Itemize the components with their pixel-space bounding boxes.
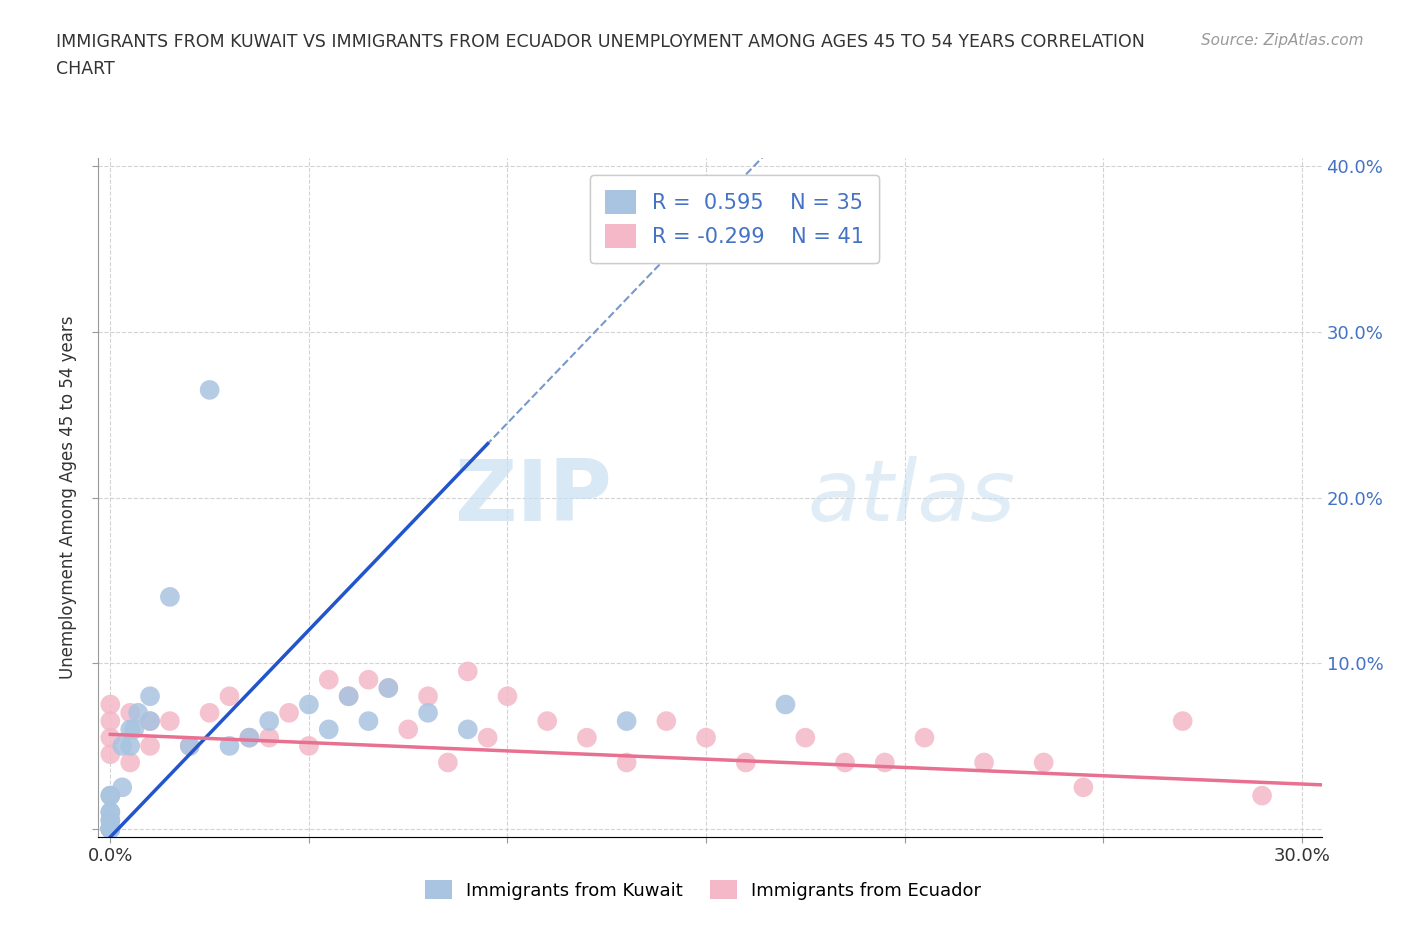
Point <box>257 730 280 745</box>
Point <box>120 705 142 720</box>
Point <box>120 755 142 770</box>
Point <box>437 755 460 770</box>
Point <box>198 705 221 720</box>
Point <box>179 738 201 753</box>
Point <box>98 821 121 836</box>
Point <box>98 788 121 803</box>
Point <box>98 821 121 836</box>
Point <box>1251 788 1274 803</box>
Point <box>98 821 121 836</box>
Point <box>1171 713 1194 728</box>
Point <box>357 713 380 728</box>
Point <box>127 705 149 720</box>
Point <box>98 730 121 745</box>
Point <box>218 689 240 704</box>
Point <box>120 722 142 737</box>
Y-axis label: Unemployment Among Ages 45 to 54 years: Unemployment Among Ages 45 to 54 years <box>59 316 77 679</box>
Point <box>122 722 145 737</box>
Point <box>111 738 134 753</box>
Point <box>218 738 240 753</box>
Point <box>98 821 121 836</box>
Point <box>496 689 519 704</box>
Point <box>139 713 162 728</box>
Point <box>298 698 321 712</box>
Point <box>139 713 162 728</box>
Point <box>734 755 756 770</box>
Point <box>377 681 399 696</box>
Point <box>377 681 399 696</box>
Point <box>98 698 121 712</box>
Point <box>1032 755 1054 770</box>
Point <box>616 713 638 728</box>
Point <box>457 722 479 737</box>
Point <box>536 713 558 728</box>
Point <box>794 730 817 745</box>
Point <box>337 689 360 704</box>
Text: CHART: CHART <box>56 60 115 78</box>
Point <box>198 382 221 397</box>
Point <box>416 705 439 720</box>
Point <box>159 590 181 604</box>
Point <box>655 713 678 728</box>
Point <box>575 730 598 745</box>
Point <box>159 713 181 728</box>
Point <box>238 730 260 745</box>
Point <box>98 713 121 728</box>
Point <box>318 722 340 737</box>
Point <box>477 730 499 745</box>
Point <box>139 689 162 704</box>
Point <box>120 738 142 753</box>
Point <box>278 705 301 720</box>
Point <box>298 738 321 753</box>
Text: ZIP: ZIP <box>454 456 612 539</box>
Point <box>396 722 419 737</box>
Point <box>616 755 638 770</box>
Text: atlas: atlas <box>808 456 1017 539</box>
Point <box>873 755 896 770</box>
Point <box>98 821 121 836</box>
Point <box>914 730 936 745</box>
Point <box>834 755 856 770</box>
Point <box>457 664 479 679</box>
Point <box>973 755 995 770</box>
Point <box>139 738 162 753</box>
Point <box>318 672 340 687</box>
Point <box>98 813 121 828</box>
Point <box>416 689 439 704</box>
Point <box>179 738 201 753</box>
Point <box>111 780 134 795</box>
Legend: Immigrants from Kuwait, Immigrants from Ecuador: Immigrants from Kuwait, Immigrants from … <box>418 873 988 907</box>
Point <box>98 813 121 828</box>
Point <box>238 730 260 745</box>
Point <box>98 804 121 819</box>
Point <box>98 804 121 819</box>
Point <box>695 730 717 745</box>
Point <box>337 689 360 704</box>
Point <box>357 672 380 687</box>
Legend: R =  0.595    N = 35, R = -0.299    N = 41: R = 0.595 N = 35, R = -0.299 N = 41 <box>591 176 879 263</box>
Text: IMMIGRANTS FROM KUWAIT VS IMMIGRANTS FROM ECUADOR UNEMPLOYMENT AMONG AGES 45 TO : IMMIGRANTS FROM KUWAIT VS IMMIGRANTS FRO… <box>56 33 1144 50</box>
Point <box>775 698 797 712</box>
Text: Source: ZipAtlas.com: Source: ZipAtlas.com <box>1201 33 1364 47</box>
Point <box>1073 780 1095 795</box>
Point <box>98 821 121 836</box>
Point <box>98 788 121 803</box>
Point <box>98 747 121 762</box>
Point <box>257 713 280 728</box>
